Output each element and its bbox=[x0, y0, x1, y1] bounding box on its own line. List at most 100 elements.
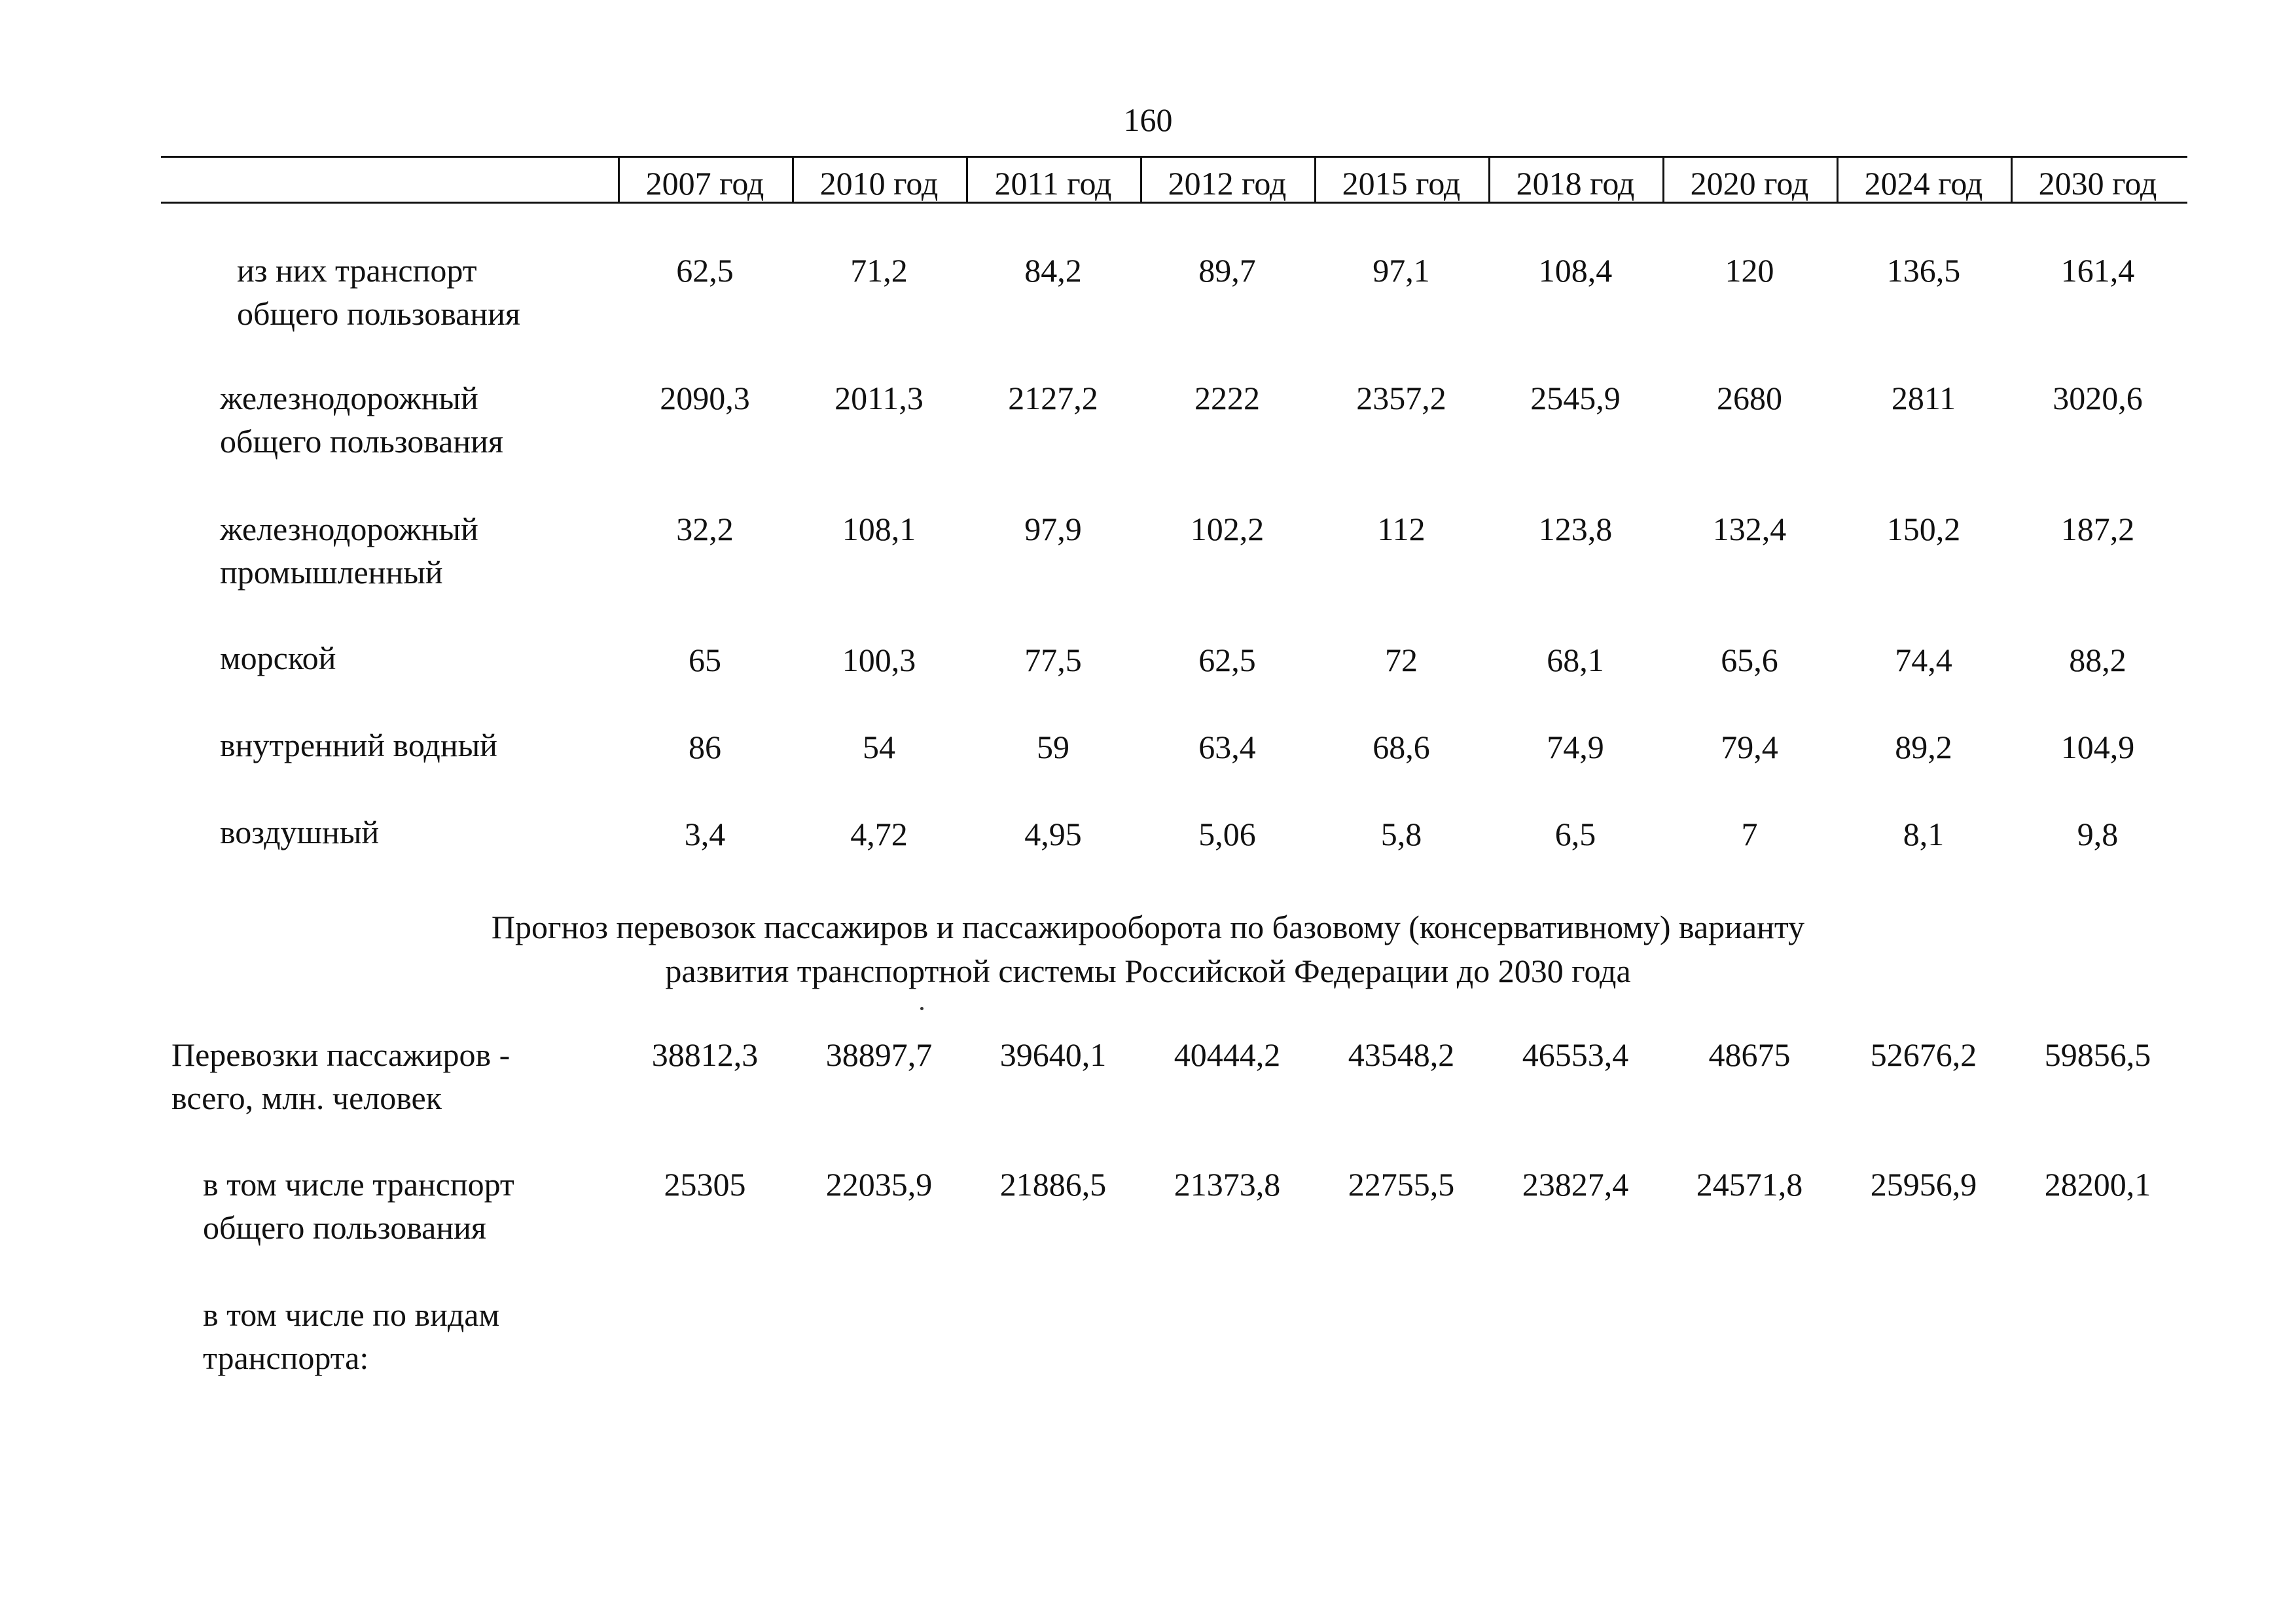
table-cell: 3020,6 bbox=[2053, 380, 2143, 416]
year-header-cell: 2020 год bbox=[1690, 165, 1809, 202]
table-cell: 22035,9 bbox=[825, 1166, 933, 1203]
table-cell: 25305 bbox=[664, 1166, 746, 1203]
header-divider bbox=[792, 157, 794, 202]
row-label: Перевозки пассажиров - bbox=[171, 1036, 511, 1073]
table-cell: 112 bbox=[1377, 511, 1426, 547]
table-cell: 104,9 bbox=[2060, 729, 2135, 765]
row-label: общего пользования bbox=[237, 295, 520, 332]
row-label: промышленный bbox=[220, 554, 443, 591]
year-header-cell: 2007 год bbox=[645, 165, 764, 202]
row-label: из них транспорт bbox=[237, 252, 477, 289]
table-cell: 161,4 bbox=[2060, 252, 2135, 289]
table-cell: 21373,8 bbox=[1174, 1166, 1281, 1203]
row-label: транспорта: bbox=[203, 1340, 369, 1376]
table-cell: 2680 bbox=[1717, 380, 1782, 416]
row-label: общего пользования bbox=[203, 1209, 486, 1246]
table-cell: 32,2 bbox=[676, 511, 734, 547]
table-cell: 123,8 bbox=[1538, 511, 1613, 547]
row-label: внутренний водный bbox=[220, 727, 497, 763]
table-cell: 59856,5 bbox=[2044, 1036, 2151, 1073]
table-cell: 6,5 bbox=[1554, 816, 1596, 852]
table-cell: 72 bbox=[1385, 642, 1418, 678]
year-header-row: 2007 год 2010 год 2011 год 2012 год 2015… bbox=[0, 157, 2296, 202]
table-cell: 97,1 bbox=[1372, 252, 1430, 289]
table-cell: 102,2 bbox=[1190, 511, 1265, 547]
header-divider bbox=[1488, 157, 1490, 202]
table-cell: 21886,5 bbox=[999, 1166, 1107, 1203]
table-cell: 74,4 bbox=[1895, 642, 1952, 678]
header-divider bbox=[618, 157, 620, 202]
row-label: железнодорожный bbox=[220, 380, 478, 416]
year-header-cell: 2030 год bbox=[2038, 165, 2157, 202]
table-cell: 2545,9 bbox=[1530, 380, 1621, 416]
table-cell: 88,2 bbox=[2069, 642, 2126, 678]
table-cell: 40444,2 bbox=[1174, 1036, 1281, 1073]
table-cell: 97,9 bbox=[1024, 511, 1082, 547]
table-cell: 2127,2 bbox=[1008, 380, 1098, 416]
table-cell: 63,4 bbox=[1198, 729, 1256, 765]
row-label: морской bbox=[220, 640, 336, 676]
table-cell: 8,1 bbox=[1903, 816, 1945, 852]
table-cell: 2222 bbox=[1194, 380, 1260, 416]
table-cell: 65 bbox=[689, 642, 721, 678]
scan-speck bbox=[920, 1007, 924, 1010]
table-cell: 150,2 bbox=[1886, 511, 1961, 547]
table-cell: 187,2 bbox=[2060, 511, 2135, 547]
table-cell: 3,4 bbox=[684, 816, 726, 852]
table-cell: 46553,4 bbox=[1522, 1036, 1629, 1073]
table-cell: 43548,2 bbox=[1348, 1036, 1455, 1073]
table-cell: 108,1 bbox=[842, 511, 916, 547]
table-cell: 62,5 bbox=[676, 252, 734, 289]
table-cell: 132,4 bbox=[1712, 511, 1787, 547]
table-cell: 38812,3 bbox=[651, 1036, 759, 1073]
table-cell: 65,6 bbox=[1721, 642, 1778, 678]
section-title-line: Прогноз перевозок пассажиров и пассажиро… bbox=[491, 909, 1805, 945]
row-label: общего пользования bbox=[220, 423, 503, 460]
table-cell: 2011,3 bbox=[834, 380, 924, 416]
year-header-cell: 2024 год bbox=[1864, 165, 1983, 202]
table-cell: 2811 bbox=[1891, 380, 1956, 416]
table-cell: 2090,3 bbox=[660, 380, 750, 416]
table-cell: 22755,5 bbox=[1348, 1166, 1455, 1203]
row-label: в том числе по видам bbox=[203, 1296, 500, 1333]
table-cell: 108,4 bbox=[1538, 252, 1613, 289]
header-top-rule bbox=[161, 156, 2187, 158]
row-label: всего, млн. человек bbox=[171, 1080, 442, 1116]
table-cell: 74,9 bbox=[1547, 729, 1604, 765]
table-cell: 28200,1 bbox=[2044, 1166, 2151, 1203]
table-cell: 9,8 bbox=[2077, 816, 2119, 852]
table-cell: 5,06 bbox=[1198, 816, 1256, 852]
table-cell: 7 bbox=[1741, 816, 1758, 852]
table-cell: 68,1 bbox=[1547, 642, 1604, 678]
section-title-line: развития транспортной системы Российской… bbox=[665, 953, 1631, 989]
year-header-cell: 2012 год bbox=[1168, 165, 1287, 202]
table-cell: 136,5 bbox=[1886, 252, 1961, 289]
table-cell: 54 bbox=[863, 729, 895, 765]
table-cell: 77,5 bbox=[1024, 642, 1082, 678]
header-divider bbox=[1314, 157, 1316, 202]
table-cell: 120 bbox=[1725, 252, 1774, 289]
table-cell: 4,72 bbox=[850, 816, 908, 852]
table-cell: 39640,1 bbox=[999, 1036, 1107, 1073]
table-cell: 5,8 bbox=[1380, 816, 1422, 852]
table-cell: 89,2 bbox=[1895, 729, 1952, 765]
table-cell: 62,5 bbox=[1198, 642, 1256, 678]
table-cell: 59 bbox=[1037, 729, 1069, 765]
table-cell: 25956,9 bbox=[1870, 1166, 1977, 1203]
table-cell: 38897,7 bbox=[825, 1036, 933, 1073]
year-header-cell: 2018 год bbox=[1516, 165, 1635, 202]
row-label: в том числе транспорт bbox=[203, 1166, 514, 1203]
year-header-cell: 2010 год bbox=[819, 165, 939, 202]
table-cell: 23827,4 bbox=[1522, 1166, 1629, 1203]
table-cell: 48675 bbox=[1708, 1036, 1791, 1073]
table-cell: 4,95 bbox=[1024, 816, 1082, 852]
page-number: 160 bbox=[1123, 101, 1173, 138]
table-cell: 100,3 bbox=[842, 642, 916, 678]
table-cell: 68,6 bbox=[1372, 729, 1430, 765]
header-divider bbox=[1837, 157, 1839, 202]
table-cell: 2357,2 bbox=[1356, 380, 1446, 416]
table-cell: 86 bbox=[689, 729, 721, 765]
row-label: воздушный bbox=[220, 814, 380, 850]
header-bottom-rule bbox=[161, 202, 2187, 204]
header-divider bbox=[966, 157, 968, 202]
